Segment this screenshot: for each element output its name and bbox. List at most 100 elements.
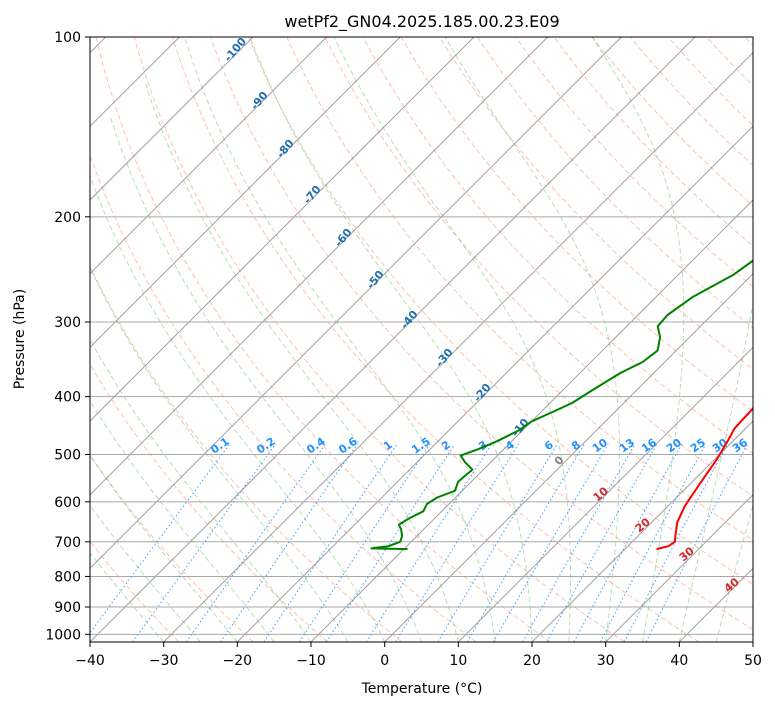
dry-adiabat-label: -70 xyxy=(301,183,324,207)
dewpoint-profile-line xyxy=(372,37,775,549)
moist-adiabat-label: 20 xyxy=(633,515,653,535)
y-tick-label: 600 xyxy=(54,495,81,511)
x-axis-label: Temperature (°C) xyxy=(361,681,483,697)
moist-adiabat xyxy=(445,37,619,642)
mixing-ratio-line xyxy=(646,444,748,642)
mixing-ratio-label: 6 xyxy=(542,438,556,453)
isotherm xyxy=(90,37,695,642)
y-tick-label: 400 xyxy=(54,390,81,406)
mixing-ratio-label: 13 xyxy=(617,436,637,455)
moist-adiabat xyxy=(716,37,775,642)
mixing-ratio-line xyxy=(326,444,455,642)
dry-adiabat-label: -90 xyxy=(248,89,271,113)
moist-adiabat xyxy=(110,115,422,642)
moist-adiabat-label: 40 xyxy=(722,575,742,595)
dry-adiabat-label: -10 xyxy=(509,416,532,440)
x-tick-label: −20 xyxy=(223,653,253,669)
dry-adiabat xyxy=(58,37,476,642)
dry-adiabat xyxy=(707,37,775,642)
isotherm xyxy=(532,37,775,642)
x-tick-label: 0 xyxy=(380,653,389,669)
x-tick-label: −10 xyxy=(296,653,326,669)
moist-adiabat xyxy=(0,236,237,642)
moist-adiabat xyxy=(250,37,532,642)
x-tick-label: −30 xyxy=(149,653,179,669)
moist-adiabat xyxy=(5,217,274,642)
y-tick-label: 1000 xyxy=(45,627,81,643)
dry-adiabat-label: 0 xyxy=(552,453,567,467)
dry-adiabat xyxy=(172,37,699,642)
mixing-ratio-label: 10 xyxy=(590,436,610,456)
mixing-ratio-label: 16 xyxy=(639,436,659,456)
y-tick-label: 900 xyxy=(54,600,81,616)
y-tick-label: 200 xyxy=(54,210,81,226)
dry-adiabat xyxy=(439,37,775,642)
moist-adiabat-label: 30 xyxy=(677,544,697,564)
moist-adiabat xyxy=(185,37,496,642)
mixing-ratio-label: 20 xyxy=(664,436,684,456)
moist-adiabat xyxy=(753,37,775,642)
isotherm xyxy=(0,37,253,642)
moist-adiabat xyxy=(334,37,570,642)
dry-adiabat xyxy=(20,37,402,642)
isotherm xyxy=(16,37,621,642)
x-tick-label: 20 xyxy=(523,653,541,669)
isotherm xyxy=(385,37,775,642)
x-tick-label: −40 xyxy=(75,653,105,669)
dry-adiabat-label: -30 xyxy=(433,346,456,370)
dry-adiabat xyxy=(0,37,327,642)
mixing-ratio-line xyxy=(467,444,584,642)
mixing-ratio-label: 1.5 xyxy=(409,435,432,457)
x-tick-label: 50 xyxy=(744,653,762,669)
plot-frame xyxy=(90,37,753,642)
mixing-ratio-label: 4 xyxy=(503,438,517,453)
mixing-ratio-line xyxy=(133,444,276,642)
dry-adiabat xyxy=(363,37,775,642)
dry-adiabat xyxy=(134,37,624,642)
temperature-profile-line xyxy=(657,37,775,549)
dry-adiabat-label: -50 xyxy=(364,268,387,292)
moist-adiabat xyxy=(0,259,200,642)
mixing-ratio-line xyxy=(547,444,657,642)
isotherm xyxy=(753,37,775,642)
isotherm xyxy=(0,37,327,642)
mixing-ratio-label: 0.4 xyxy=(304,435,328,457)
isotherm xyxy=(237,37,775,642)
dry-adiabat xyxy=(0,37,253,642)
dry-adiabat-label: -80 xyxy=(274,137,297,161)
dry-adiabat xyxy=(554,37,775,642)
isotherm xyxy=(164,37,769,642)
mixing-ratio-line xyxy=(83,444,230,642)
mixing-ratio-line xyxy=(438,444,558,642)
chart-title: wetPf2_GN04.2025.185.00.23.E09 xyxy=(284,12,559,32)
isotherm xyxy=(458,37,775,642)
mixing-ratio-line xyxy=(264,444,398,642)
dry-adiabat xyxy=(96,37,550,642)
moist-adiabat xyxy=(146,84,458,642)
mixing-ratio-label: 0.6 xyxy=(336,435,360,457)
dry-adiabat-label: -20 xyxy=(471,381,494,405)
y-axis-label: Pressure (hPa) xyxy=(12,289,28,389)
y-tick-label: 500 xyxy=(54,448,81,464)
y-tick-label: 800 xyxy=(54,569,81,585)
dry-adiabat-label: -100 xyxy=(221,35,249,65)
isotherm xyxy=(0,37,400,642)
mixing-ratio-label: 0.1 xyxy=(208,435,231,457)
y-tick-label: 300 xyxy=(54,315,81,331)
x-tick-label: 30 xyxy=(597,653,615,669)
dry-adiabat-label: -40 xyxy=(398,308,421,332)
moist-adiabat-label: 10 xyxy=(591,484,611,504)
x-tick-label: 40 xyxy=(670,653,688,669)
mixing-ratio-label: 0.2 xyxy=(254,435,277,457)
mixing-ratio-label: 25 xyxy=(688,436,708,455)
dry-adiabat xyxy=(478,37,775,642)
isotherm xyxy=(311,37,775,642)
dry-adiabat-label: -60 xyxy=(332,226,355,250)
y-tick-label: 700 xyxy=(54,535,81,551)
x-tick-label: 10 xyxy=(449,653,467,669)
mixing-ratio-line xyxy=(574,444,682,642)
y-tick-label: 100 xyxy=(54,30,81,46)
isotherm xyxy=(0,37,474,642)
